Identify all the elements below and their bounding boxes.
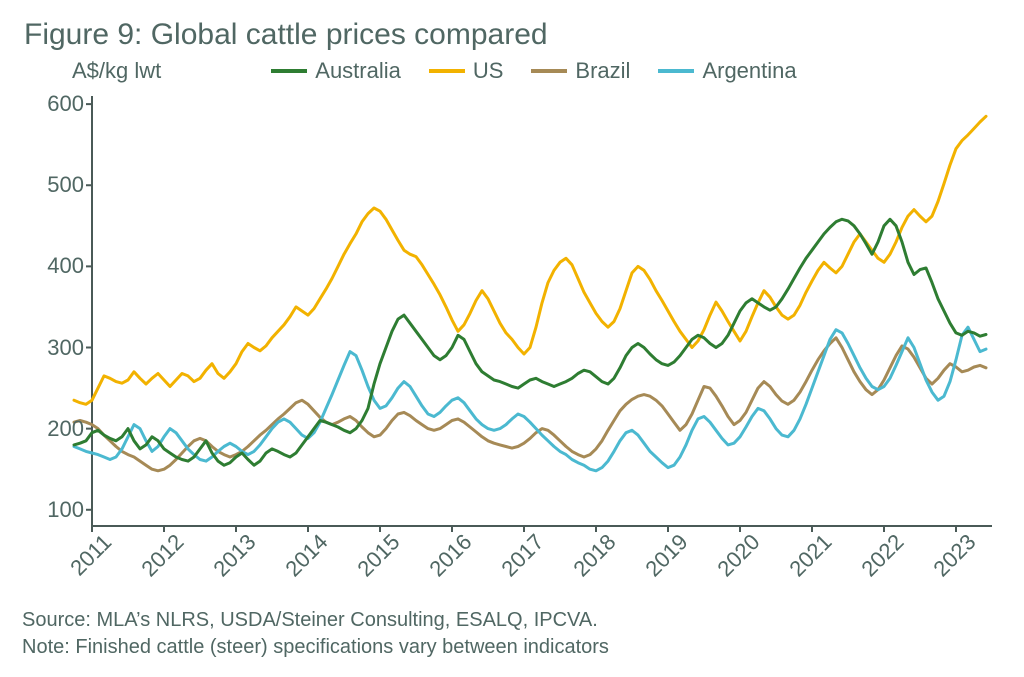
legend-item: Brazil xyxy=(531,58,630,84)
chart-plot-area: 1002003004005006002011201220132014201520… xyxy=(22,86,1002,566)
legend-item: US xyxy=(429,58,504,84)
legend-label: Brazil xyxy=(575,58,630,84)
legend-item: Australia xyxy=(271,58,401,84)
legend-swatch xyxy=(271,69,307,73)
y-tick-label: 400 xyxy=(34,253,84,279)
source-note: Source: MLA’s NLRS, USDA/Steiner Consult… xyxy=(22,607,609,634)
chart-header: A$/kg lwt Australia US Brazil Argentina xyxy=(72,58,1002,84)
legend-label: Australia xyxy=(315,58,401,84)
legend: Australia US Brazil Argentina xyxy=(271,58,796,84)
legend-swatch xyxy=(429,69,465,73)
y-tick-label: 200 xyxy=(34,416,84,442)
figure-container: Figure 9: Global cattle prices compared … xyxy=(0,0,1024,677)
legend-label: US xyxy=(473,58,504,84)
legend-label: Argentina xyxy=(702,58,796,84)
figure-footer: Source: MLA’s NLRS, USDA/Steiner Consult… xyxy=(22,607,609,661)
spec-note: Note: Finished cattle (steer) specificat… xyxy=(22,634,609,661)
y-tick-label: 300 xyxy=(34,335,84,361)
legend-item: Argentina xyxy=(658,58,796,84)
legend-swatch xyxy=(531,69,567,73)
line-chart-svg xyxy=(22,86,1002,566)
y-tick-label: 500 xyxy=(34,172,84,198)
y-tick-label: 100 xyxy=(34,497,84,523)
legend-swatch xyxy=(658,69,694,73)
y-axis-label: A$/kg lwt xyxy=(72,58,161,84)
y-tick-label: 600 xyxy=(34,91,84,117)
figure-title: Figure 9: Global cattle prices compared xyxy=(24,18,1002,52)
